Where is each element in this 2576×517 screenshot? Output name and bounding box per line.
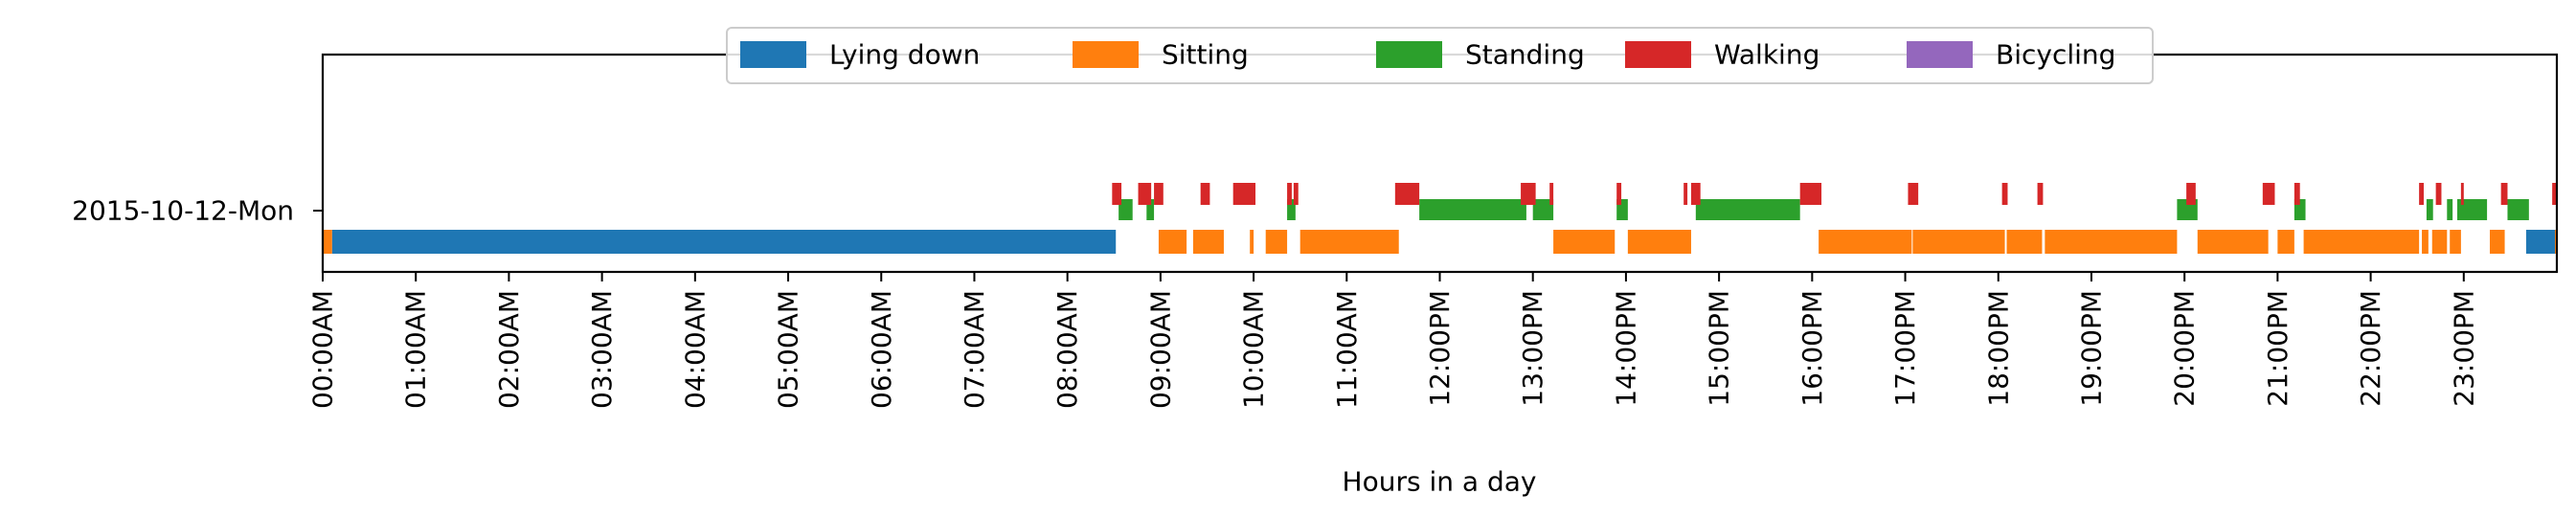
activity-bar-standing [1119, 199, 1133, 220]
x-axis-label: Hours in a day [1343, 466, 1537, 498]
activity-bar-sitting [2431, 230, 2448, 254]
legend-swatch-sitting [1073, 41, 1139, 68]
activity-bar-standing [2426, 199, 2433, 220]
activity-bar-walking [1293, 183, 1299, 205]
x-tick-label: 18:00PM [1982, 290, 2014, 407]
activity-bar-walking [2435, 183, 2442, 205]
activity-bar-sitting [1819, 230, 1912, 254]
x-tick-label: 15:00PM [1704, 290, 1735, 407]
x-tick-label: 19:00PM [2075, 290, 2107, 407]
activity-bar-walking [1683, 183, 1688, 205]
x-tick-label: 06:00AM [866, 290, 897, 409]
activity-bar-walking [2500, 183, 2508, 205]
x-tick-label: 11:00AM [1331, 290, 1363, 409]
activity-bar-sitting [1553, 230, 1616, 254]
x-tick-label: 00:00AM [307, 290, 339, 409]
x-tick-label: 02:00AM [493, 290, 525, 409]
y-tick-label: 2015-10-12-Mon [72, 195, 294, 227]
activity-bar-walking [2460, 183, 2464, 205]
x-tick-label: 05:00AM [773, 290, 804, 409]
activity-bar-sitting [2303, 230, 2420, 254]
activity-bar-standing [1146, 199, 1155, 220]
activity-bar-walking [2552, 183, 2557, 205]
activity-bar-walking [1521, 183, 1536, 205]
activity-bar-sitting [2277, 230, 2294, 254]
activity-bar-walking [1799, 183, 1822, 205]
activity-bar-walking [1112, 183, 1122, 205]
x-tick-label: 21:00PM [2262, 290, 2294, 407]
legend-label: Bicycling [1996, 39, 2115, 71]
x-tick-label: 22:00PM [2355, 290, 2386, 407]
activity-bar-walking [1394, 183, 1420, 205]
x-tick-label: 03:00AM [586, 290, 618, 409]
activity-bar-walking [2001, 183, 2008, 205]
activity-bar-sitting [1912, 230, 2005, 254]
activity-bar-sitting [1250, 230, 1254, 254]
activity-bar-walking [2419, 183, 2424, 205]
activity-bar-sitting [2045, 230, 2178, 254]
activity-bar-standing [1532, 199, 1554, 220]
x-tick-label: 01:00AM [400, 290, 432, 409]
x-tick-label: 13:00PM [1517, 290, 1548, 407]
y-axis: 2015-10-12-Mon [72, 195, 323, 227]
legend-label: Walking [1714, 39, 1819, 71]
x-tick-label: 08:00AM [1051, 290, 1083, 409]
activity-bar-walking [1549, 183, 1554, 205]
x-tick-label: 23:00PM [2448, 290, 2479, 407]
activity-bar-sitting [1627, 230, 1691, 254]
activity-bar-standing [1695, 199, 1800, 220]
activity-bars [323, 183, 2557, 254]
legend-swatch-lying-down [740, 41, 806, 68]
activity-bar-sitting [2450, 230, 2461, 254]
activity-bar-walking [1232, 183, 1256, 205]
x-tick-label: 09:00AM [1144, 290, 1176, 409]
activity-bar-sitting [2197, 230, 2269, 254]
legend: Lying down Sitting Standing Walking Bicyclin… [726, 27, 2154, 84]
x-tick-label: 10:00AM [1238, 290, 1270, 409]
activity-bar-standing [2507, 199, 2529, 220]
activity-bar-walking [2186, 183, 2196, 205]
activity-bar-standing [2294, 199, 2306, 220]
x-tick-label: 14:00PM [1610, 290, 1641, 407]
activity-bar-sitting [1158, 230, 1187, 254]
activity-bar-walking [1287, 183, 1292, 205]
activity-bar-sitting [1192, 230, 1224, 254]
legend-swatch-walking [1625, 41, 1691, 68]
activity-bar-walking [2294, 183, 2300, 205]
x-tick-label: 20:00PM [2169, 290, 2201, 407]
activity-bar-walking [1908, 183, 1919, 205]
activity-bar-sitting [323, 230, 332, 254]
activity-bar-sitting [2490, 230, 2505, 254]
x-tick-label: 12:00PM [1424, 290, 1456, 407]
legend-label: Sitting [1162, 39, 1249, 71]
activity-bar-lying-down [2525, 230, 2556, 254]
activity-bar-walking [1200, 183, 1210, 205]
activity-bar-walking [1690, 183, 1701, 205]
activity-bar-standing [1616, 199, 1628, 220]
x-axis: 00:00AM 01:00AM 02:00AM 03:00AM 04:00AM 05:00… [307, 272, 2479, 409]
activity-bar-walking [1616, 183, 1622, 205]
activity-bar-standing [1287, 199, 1296, 220]
legend-swatch-bicycling [1907, 41, 1973, 68]
x-tick-label: 07:00AM [959, 290, 990, 409]
activity-bar-walking [1154, 183, 1164, 205]
x-tick-label: 16:00PM [1796, 290, 1828, 407]
activity-bar-standing [2456, 199, 2488, 220]
activity-bar-sitting [2006, 230, 2043, 254]
x-tick-label: 17:00PM [1889, 290, 1921, 407]
activity-bar-sitting [2422, 230, 2429, 254]
activity-bar-standing [1419, 199, 1526, 220]
activity-bar-walking [2262, 183, 2275, 205]
legend-label: Standing [1465, 39, 1585, 71]
activity-bar-standing [2447, 199, 2453, 220]
activity-bar-walking [2037, 183, 2044, 205]
activity-bar-walking [1138, 183, 1152, 205]
legend-swatch-standing [1376, 41, 1442, 68]
activity-bar-lying-down [331, 230, 1117, 254]
legend-label: Lying down [829, 39, 980, 71]
activity-bar-sitting [1265, 230, 1288, 254]
x-tick-label: 04:00AM [679, 290, 711, 409]
activity-bar-sitting [1299, 230, 1399, 254]
